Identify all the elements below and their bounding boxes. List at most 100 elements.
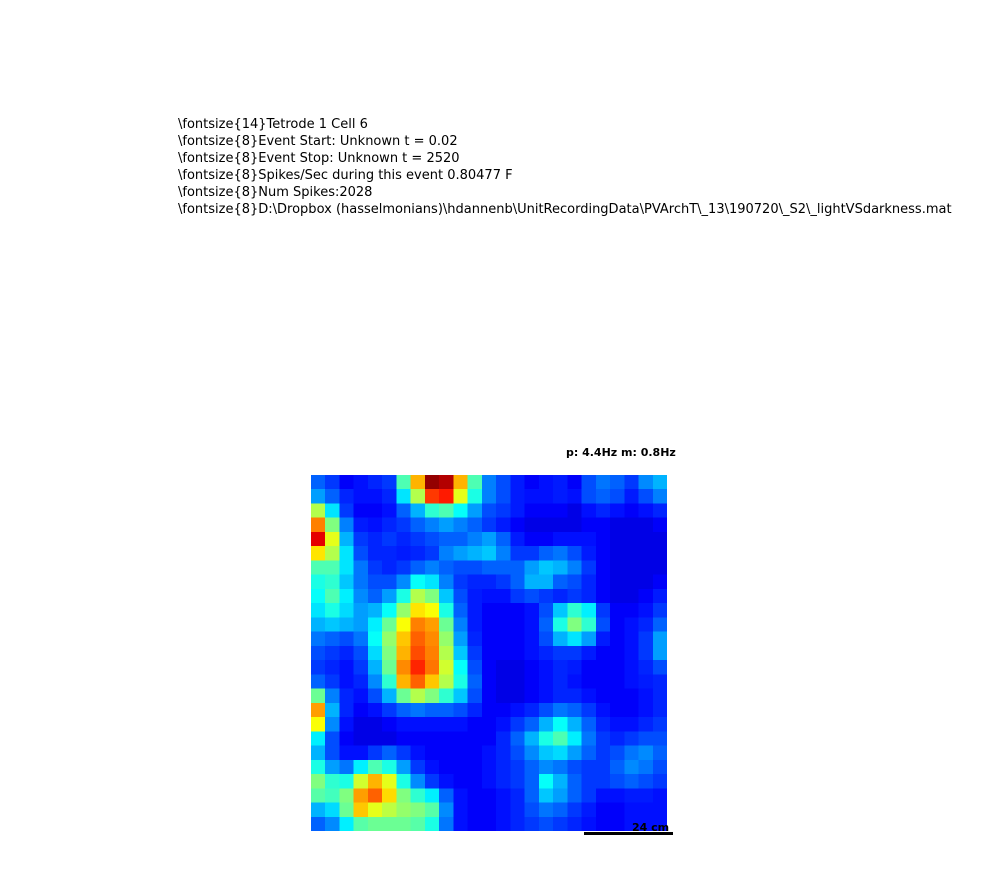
heatmap-cell — [410, 517, 426, 533]
heatmap-cell — [325, 617, 341, 633]
heatmap-cell — [367, 560, 383, 576]
heatmap-cell — [424, 816, 440, 831]
heatmap-cell — [439, 702, 454, 718]
heatmap-cell — [339, 788, 355, 804]
heatmap-cell — [367, 531, 383, 547]
heatmap-cell — [652, 788, 667, 804]
heatmap-cell — [439, 717, 454, 732]
heatmap-cell — [481, 788, 497, 804]
heatmap-cell — [567, 816, 583, 831]
heatmap-cell — [553, 475, 568, 490]
heatmap-cell — [524, 745, 540, 761]
heatmap-cell — [610, 603, 625, 618]
heatmap-cell — [553, 631, 568, 647]
heatmap-cell — [496, 617, 511, 633]
heatmap-cell — [367, 660, 383, 675]
heatmap-cell — [581, 475, 597, 490]
heatmap-cell — [638, 560, 654, 576]
heatmap-cell — [382, 560, 398, 576]
heatmap-cell — [382, 588, 398, 604]
heatmap-cell — [382, 731, 398, 747]
heatmap-cell — [638, 603, 654, 618]
heatmap-cell — [553, 574, 568, 590]
heatmap-cell — [496, 546, 511, 562]
heatmap-cell — [595, 688, 611, 704]
heatmap-cell — [595, 574, 611, 590]
heatmap-cell — [481, 475, 497, 490]
heatmap-cell — [581, 788, 597, 804]
heatmap-cell — [538, 759, 554, 775]
heatmap-cell — [339, 717, 355, 732]
heatmap-cell — [424, 489, 440, 505]
heatmap-cell — [610, 475, 625, 490]
heatmap-cell — [439, 802, 454, 818]
heatmap-cell — [638, 475, 654, 490]
heatmap-cell — [467, 503, 483, 519]
heatmap-cell — [524, 546, 540, 562]
heatmap-cell — [581, 688, 597, 704]
heatmap-cell — [467, 745, 483, 761]
heatmap-cell — [467, 788, 483, 804]
heatmap-cell — [538, 531, 554, 547]
heatmap-cell — [367, 702, 383, 718]
heatmap-cell — [652, 702, 667, 718]
heatmap-cell — [581, 631, 597, 647]
heatmap-cell — [624, 745, 640, 761]
heatmap-cell — [496, 645, 511, 661]
heatmap-cell — [567, 517, 583, 533]
heatmap-cell — [610, 674, 625, 690]
heatmap-cell — [581, 546, 597, 562]
heatmap-cell — [481, 546, 497, 562]
heatmap-cell — [311, 560, 326, 576]
heatmap-cell — [325, 717, 341, 732]
heatmap-cell — [524, 717, 540, 732]
heatmap-cell — [496, 802, 511, 818]
heatmap-cell — [410, 788, 426, 804]
heatmap-cell — [538, 588, 554, 604]
heatmap-cell — [453, 531, 469, 547]
heatmap-cell — [325, 702, 341, 718]
heatmap-cell — [311, 717, 326, 732]
heatmap-cell — [367, 645, 383, 661]
heatmap-cell — [439, 645, 454, 661]
heatmap-cell — [624, 517, 640, 533]
heatmap-cell — [311, 631, 326, 647]
heatmap-cell — [439, 816, 454, 831]
rate-map-stats-label: p: 4.4Hz m: 0.8Hz — [566, 446, 676, 459]
heatmap-cell — [538, 774, 554, 789]
heatmap-cell — [325, 560, 341, 576]
heatmap-cell — [553, 617, 568, 633]
heatmap-cell — [353, 759, 369, 775]
heatmap-cell — [567, 788, 583, 804]
heatmap-cell — [339, 588, 355, 604]
heatmap-cell — [610, 802, 625, 818]
heatmap-cell — [439, 489, 454, 505]
heatmap-cell — [410, 731, 426, 747]
heatmap-cell — [553, 560, 568, 576]
heatmap-cell — [652, 731, 667, 747]
heatmap-cell — [538, 717, 554, 732]
heatmap-cell — [424, 759, 440, 775]
heatmap-cell — [367, 489, 383, 505]
heatmap-cell — [652, 802, 667, 818]
heatmap-cell — [638, 674, 654, 690]
heatmap-cell — [595, 489, 611, 505]
heatmap-cell — [610, 745, 625, 761]
heatmap-cell — [325, 645, 341, 661]
heatmap-cell — [396, 517, 412, 533]
heatmap-cell — [353, 560, 369, 576]
heatmap-cell — [610, 517, 625, 533]
heatmap-cell — [410, 674, 426, 690]
heatmap-cell — [353, 816, 369, 831]
heatmap-cell — [638, 631, 654, 647]
heatmap-cell — [367, 603, 383, 618]
heatmap-cell — [453, 617, 469, 633]
header-line-spike-rate: \fontsize{8}Spikes/Sec during this event… — [178, 168, 513, 183]
heatmap-cell — [325, 517, 341, 533]
heatmap-cell — [353, 617, 369, 633]
heatmap-cell — [610, 731, 625, 747]
heatmap-cell — [410, 717, 426, 732]
heatmap-cell — [410, 531, 426, 547]
heatmap-cell — [424, 503, 440, 519]
heatmap-cell — [396, 717, 412, 732]
